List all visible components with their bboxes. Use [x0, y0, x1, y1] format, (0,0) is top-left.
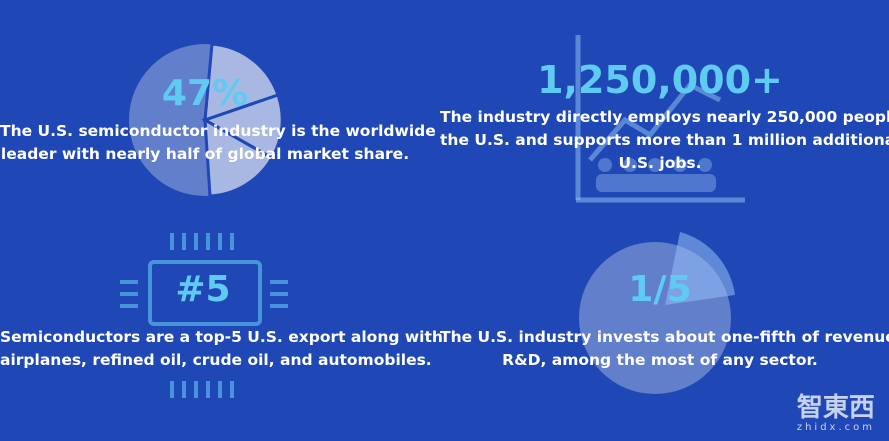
stat-text: The U.S. semiconductor industry is the w…: [0, 122, 436, 140]
stat-text: the U.S. and supports more than 1 millio…: [440, 131, 889, 149]
stat-text: U.S. jobs.: [618, 154, 702, 172]
stat-text: The industry directly employs nearly 250…: [440, 108, 889, 126]
stat-block: 47% The U.S. semiconductor industry is t…: [0, 72, 436, 166]
watermark-url: zhidx.com: [796, 422, 875, 433]
stat-text: airplanes, refined oil, crude oil, and a…: [0, 351, 432, 369]
stat-figure: 1/5: [628, 269, 692, 310]
stat-figure: 47%: [161, 73, 249, 114]
stat-block: #5 Semiconductors are a top-5 U.S. expor…: [0, 268, 443, 372]
watermark: 智東西 zhidx.com: [797, 394, 875, 433]
stat-text: The U.S. industry invests about one-fift…: [440, 328, 889, 346]
stat-block: 1,250,000+ The industry directly employs…: [440, 58, 889, 175]
stat-figure: 1,250,000+: [537, 58, 783, 102]
stat-text: Semiconductors are a top-5 U.S. export a…: [0, 328, 443, 346]
stat-block: 1/5 The U.S. industry invests about one-…: [440, 268, 889, 372]
stat-figure: #5: [175, 269, 231, 310]
watermark-brand: 智東西: [796, 393, 875, 423]
stat-text: R&D, among the most of any sector.: [502, 351, 818, 369]
stat-text: leader with nearly half of global market…: [0, 145, 410, 163]
